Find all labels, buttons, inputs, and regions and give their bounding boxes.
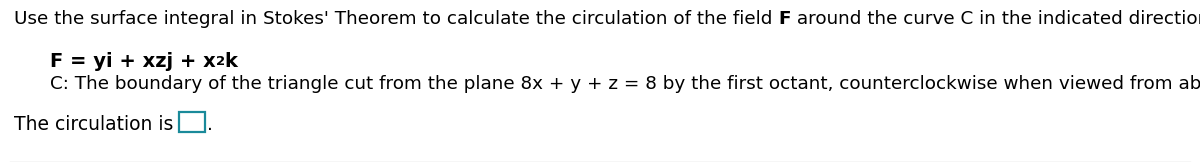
Text: k: k <box>224 52 238 71</box>
Text: Use the surface integral in Stokes' Theorem to calculate the circulation of the : Use the surface integral in Stokes' Theo… <box>14 10 779 28</box>
Text: .: . <box>208 115 214 134</box>
Text: C: The boundary of the triangle cut from the plane 8x + y + z = 8 by the first o: C: The boundary of the triangle cut from… <box>50 75 1200 93</box>
Text: around the curve C in the indicated direction.: around the curve C in the indicated dire… <box>791 10 1200 28</box>
Text: F: F <box>779 10 791 28</box>
Text: The circulation is: The circulation is <box>14 115 179 134</box>
Text: 2: 2 <box>216 55 224 68</box>
Text: F = yi + xzj + x: F = yi + xzj + x <box>50 52 216 71</box>
FancyBboxPatch shape <box>179 112 205 132</box>
